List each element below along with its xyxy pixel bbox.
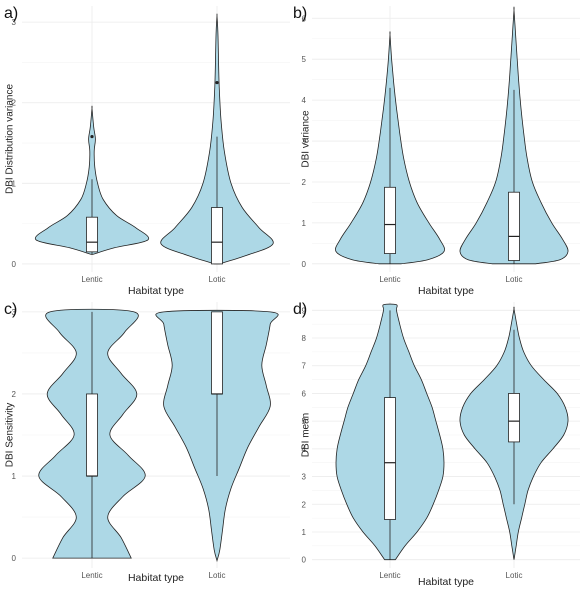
outlier-point [90, 134, 94, 139]
y-tick-label: 2 [302, 500, 307, 509]
y-axis-title: DBI Sensitivity [4, 403, 15, 467]
y-tick-label: 8 [302, 334, 307, 343]
box-iqr [211, 311, 223, 395]
panel-2: 0 1 2 3 4 5 6 Lentic Lotic Habitat type DBI varian… [293, 5, 580, 297]
y-tick-label: 0 [302, 556, 307, 565]
box-iqr [384, 186, 396, 254]
box-iqr [211, 207, 223, 265]
y-tick-label: 9 [302, 306, 307, 315]
y-tick-label: 4 [302, 96, 307, 105]
box-iqr [384, 397, 396, 520]
y-tick-label: 3 [12, 308, 17, 317]
x-tick-label: Lotic [209, 571, 226, 580]
y-tick-label: 7 [302, 362, 307, 371]
panel-3: 0 1 2 3 Lentic Lotic Habitat type DBI Sensitivi… [4, 301, 290, 584]
x-tick-label: Lotic [506, 275, 523, 284]
box-iqr [508, 393, 520, 443]
x-tick-label: Lotic [209, 275, 226, 284]
x-axis-title: Habitat type [128, 572, 184, 584]
panel-label: a) [4, 5, 18, 22]
x-axis-title: Habitat type [418, 285, 474, 297]
x-tick-label: Lentic [379, 571, 400, 580]
y-tick-label: 2 [302, 178, 307, 187]
box-iqr [86, 393, 98, 477]
x-tick-label: Lentic [81, 275, 102, 284]
y-tick-label: 5 [302, 417, 307, 426]
y-tick-label: 5 [302, 55, 307, 64]
y-tick-label: 3 [12, 18, 17, 27]
y-tick-label: 1 [302, 528, 307, 537]
panel-label: c) [4, 301, 17, 318]
y-tick-label: 3 [302, 473, 307, 482]
y-tick-label: 1 [12, 472, 17, 481]
y-tick-label: 1 [12, 179, 17, 188]
panel-4: 0 1 2 3 4 5 6 7 8 9 Lentic Lotic Habitat type DBI mea… [293, 301, 580, 588]
y-tick-label: 2 [12, 99, 17, 108]
y-tick-label: 6 [302, 389, 307, 398]
outlier-point [215, 80, 219, 85]
y-tick-label: 3 [302, 137, 307, 146]
x-tick-label: Lotic [506, 571, 523, 580]
x-axis-title: Habitat type [128, 285, 184, 297]
x-tick-label: Lentic [81, 571, 102, 580]
x-tick-label: Lentic [379, 275, 400, 284]
y-tick-label: 4 [302, 445, 307, 454]
x-axis-title: Habitat type [418, 576, 474, 588]
panel-label: d) [293, 301, 307, 318]
y-tick-label: 6 [302, 14, 307, 23]
y-tick-label: 0 [12, 554, 17, 563]
y-axis-title: DBI Distribution variance [4, 84, 15, 194]
y-tick-label: 0 [302, 260, 307, 269]
y-tick-label: 0 [12, 260, 17, 269]
y-axis-title: DBI variance [300, 110, 311, 168]
panel-label: b) [293, 5, 307, 22]
box-iqr [86, 216, 98, 253]
y-tick-label: 1 [302, 219, 307, 228]
y-axis-title: DBI mean [300, 413, 311, 457]
box-iqr [508, 191, 520, 261]
y-tick-label: 2 [12, 390, 17, 399]
panel-1: 0 1 2 3 Lentic Lotic Habitat type DBI Distribut… [4, 5, 290, 297]
